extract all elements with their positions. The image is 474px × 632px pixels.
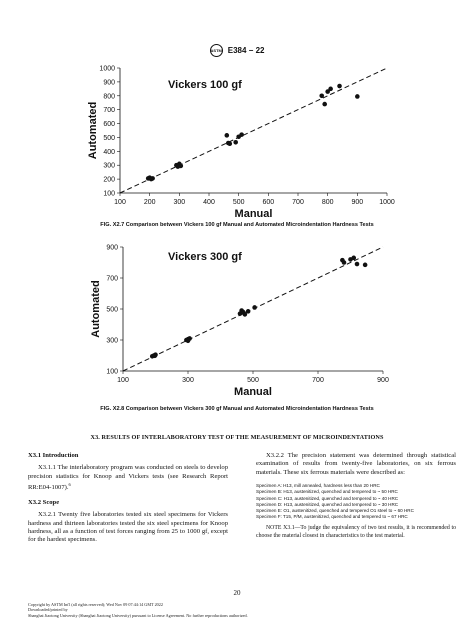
x-tick-label: 300 bbox=[182, 377, 194, 384]
figure-caption-x28: FIG. X2.8 Comparison between Vickers 300… bbox=[100, 406, 374, 412]
data-point bbox=[152, 353, 158, 359]
y-tick-label: 700 bbox=[106, 276, 118, 283]
x-tick-label: 500 bbox=[247, 377, 259, 384]
data-point bbox=[351, 255, 357, 261]
y-tick-label: 300 bbox=[103, 163, 115, 170]
page-header: ASTM E384 − 22 bbox=[0, 44, 474, 57]
y-tick-label: 500 bbox=[103, 135, 115, 142]
x-tick-label: 600 bbox=[262, 199, 274, 206]
y-tick-label: 1000 bbox=[99, 66, 115, 73]
data-point bbox=[328, 86, 333, 92]
y-tick-label: 900 bbox=[103, 79, 115, 86]
data-point bbox=[322, 101, 328, 107]
x-tick-label: 1000 bbox=[379, 199, 395, 206]
astm-logo-icon: ASTM bbox=[209, 44, 223, 57]
y-tick-label: 300 bbox=[106, 338, 118, 345]
x-tick-label: 900 bbox=[377, 377, 389, 384]
x-axis-label: Manual bbox=[235, 208, 273, 220]
data-point bbox=[224, 133, 230, 138]
data-point bbox=[337, 83, 342, 89]
x-tick-label: 400 bbox=[203, 199, 215, 206]
data-point bbox=[325, 89, 330, 94]
chart-title: Vickers 300 gf bbox=[168, 251, 242, 263]
x-tick-label: 200 bbox=[144, 199, 156, 206]
data-point bbox=[245, 309, 251, 314]
data-point bbox=[355, 94, 360, 99]
data-point bbox=[227, 141, 233, 146]
specimen-list: Specimen A: H13, mill annealed, hardness… bbox=[256, 483, 456, 520]
left-column: X3.1 Introduction X3.1.1 The interlabora… bbox=[28, 452, 228, 551]
data-point bbox=[362, 262, 368, 268]
right-column: X3.2.2 The precision statement was deter… bbox=[256, 452, 456, 540]
list-item: Specimen C: H13, austenitized, quenched … bbox=[256, 495, 399, 501]
data-point bbox=[148, 176, 154, 182]
list-item: Specimen F: T15, P/M, austenitized, quen… bbox=[256, 514, 408, 520]
y-tick-label: 100 bbox=[106, 369, 118, 376]
section-heading-x3: X3. RESULTS OF INTERLABORATORY TEST OF T… bbox=[90, 434, 384, 441]
footer-line: Copyright by ASTM Int'l (all rights rese… bbox=[28, 602, 163, 607]
y-axis-label: Automated bbox=[87, 102, 99, 159]
y-tick-label: 400 bbox=[103, 149, 115, 156]
data-point bbox=[252, 305, 257, 310]
data-point bbox=[233, 140, 238, 145]
list-item: Specimen B: H13, austenitized, quenched … bbox=[256, 489, 398, 495]
reference-line bbox=[119, 67, 388, 194]
chart-vickers-100gf: 100 200 300 400 500 600 700 800 900 1000 100 200 300… bbox=[87, 66, 395, 221]
data-point bbox=[185, 338, 191, 344]
x-tick-label: 900 bbox=[351, 199, 363, 206]
paragraph-x311: X3.1.1 The interlaboratory program was c… bbox=[28, 464, 228, 492]
designation: E384 − 22 bbox=[227, 46, 265, 55]
x-tick-label: 700 bbox=[292, 199, 304, 206]
data-point bbox=[239, 132, 244, 137]
y-tick-label: 700 bbox=[103, 107, 115, 114]
y-tick-label: 500 bbox=[106, 307, 118, 314]
data-point bbox=[319, 93, 325, 99]
data-point bbox=[242, 312, 248, 317]
figure-caption-x27: FIG. X2.7 Comparison between Vickers 100… bbox=[100, 222, 374, 228]
x-tick-label: 500 bbox=[233, 199, 245, 206]
subheading-scope: X3.2 Scope bbox=[28, 498, 60, 506]
x-tick-label: 700 bbox=[312, 377, 324, 384]
data-point bbox=[175, 164, 181, 169]
note-x31: NOTE X3.1—To judge the equivalency of tw… bbox=[256, 525, 456, 539]
footer: Copyright by ASTM Int'l (all rights rese… bbox=[28, 602, 448, 618]
data-point bbox=[354, 261, 360, 267]
footer-line: Downloaded/printed by bbox=[28, 607, 68, 613]
subheading-introduction: X3.1 Introduction bbox=[28, 452, 79, 459]
y-axis-label: Automated bbox=[90, 280, 102, 337]
chart-vickers-300gf: 100 300 500 700 900 100 300 500 700 900 Vickers 30… bbox=[90, 245, 389, 399]
chart-title: Vickers 100 gf bbox=[168, 79, 242, 91]
reference-footnote-mark: 6 bbox=[68, 482, 71, 488]
y-tick-label: 200 bbox=[103, 177, 115, 184]
x-tick-label: 100 bbox=[117, 377, 129, 384]
y-tick-label: 100 bbox=[103, 191, 115, 198]
paragraph-x322: X3.2.2 The precision statement was deter… bbox=[256, 452, 456, 476]
y-tick-label: 900 bbox=[106, 245, 118, 252]
paragraph-x321: X3.2.1 Twenty five laboratories tested s… bbox=[28, 511, 228, 544]
list-item: Specimen E: O1, austenitized, quenched a… bbox=[256, 508, 414, 514]
x-tick-label: 800 bbox=[322, 199, 334, 206]
y-tick-label: 600 bbox=[103, 121, 115, 128]
data-point bbox=[341, 260, 347, 265]
x-axis-label: Manual bbox=[234, 386, 272, 398]
list-item: Specimen D: H13, austenitized, quenched … bbox=[256, 501, 399, 507]
x-tick-label: 300 bbox=[173, 199, 185, 206]
paragraph-x311-text: X3.1.1 The interlaboratory program was c… bbox=[28, 464, 228, 492]
footer-line: Shanghai Jiaotong University (Shanghai J… bbox=[28, 612, 248, 618]
page-number: 20 bbox=[233, 589, 241, 597]
y-tick-label: 800 bbox=[103, 93, 115, 100]
list-item: Specimen A: H13, mill annealed, hardness… bbox=[256, 483, 380, 489]
x-tick-label: 100 bbox=[114, 199, 126, 206]
